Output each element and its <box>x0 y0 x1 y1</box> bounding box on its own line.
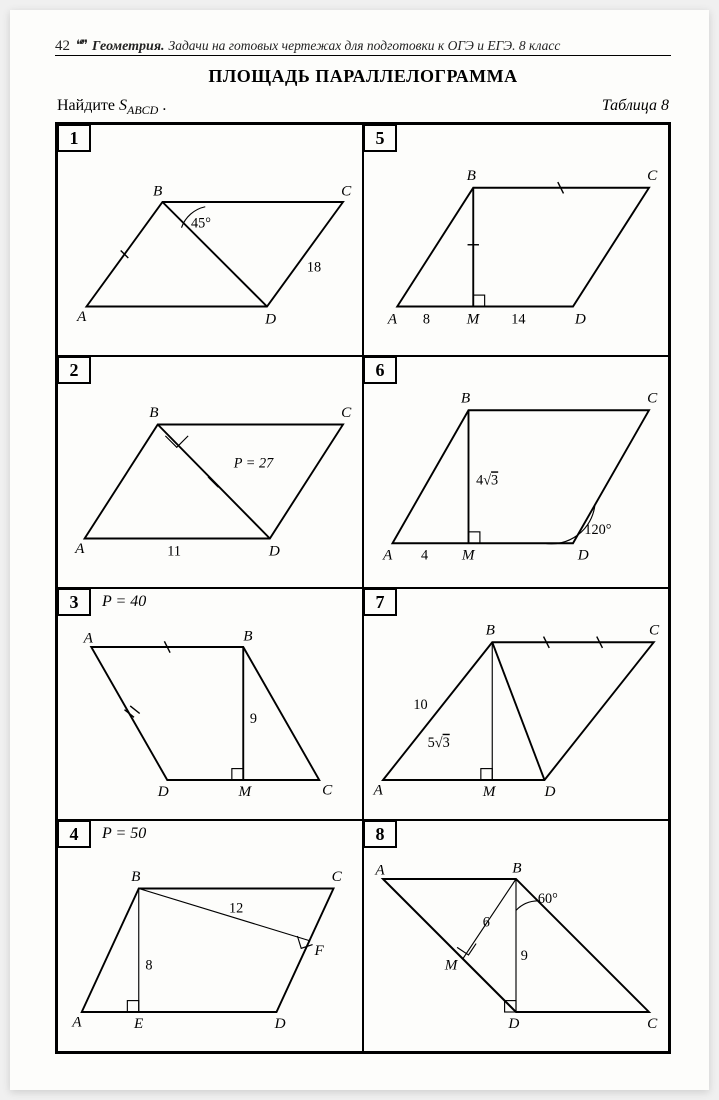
cell-number: 6 <box>363 356 397 384</box>
pt-B: B <box>131 868 140 885</box>
pt-A: A <box>382 547 393 564</box>
cell-1: 1 A B C D 45° 18 <box>57 124 363 356</box>
figure-8: A B C D M 6 9 60° <box>364 821 668 1051</box>
pt-D: D <box>274 1015 286 1032</box>
figure-6: A B C D M 4 120° 4√3 <box>364 357 668 587</box>
extra-P50: P = 50 <box>102 825 146 843</box>
pt-B: B <box>153 183 162 200</box>
angle-45: 45° <box>191 216 211 232</box>
cell-number: 5 <box>363 124 397 152</box>
pt-M: M <box>482 783 497 800</box>
cell-8: 8 A B C D M 6 9 60° <box>363 820 669 1052</box>
page-number: 42 <box>55 38 70 55</box>
side-18: 18 <box>307 260 321 276</box>
P27: P = 27 <box>233 455 274 471</box>
section-title: ПЛОЩАДЬ ПАРАЛЛЕЛОГРАММА <box>55 66 671 87</box>
cell-3: 3 P = 40 A B C D M 9 <box>57 588 363 820</box>
pt-D: D <box>544 783 556 800</box>
val-4: 4 <box>421 548 428 564</box>
pt-B: B <box>467 167 476 184</box>
pt-D: D <box>577 547 589 564</box>
figure-5: A B C D M 8 14 <box>364 125 668 355</box>
pt-M: M <box>238 783 253 800</box>
pt-B: B <box>486 622 495 639</box>
base-11: 11 <box>167 544 181 560</box>
cell-7: 7 A B C D M 10 5√3 <box>363 588 669 820</box>
pt-D: D <box>268 543 280 560</box>
pt-C: C <box>341 183 352 200</box>
nine: 9 <box>521 948 528 964</box>
side-10: 10 <box>413 697 427 713</box>
pt-D: D <box>574 311 586 328</box>
pt-C: C <box>647 1015 658 1032</box>
cell-5: 5 A B C D M 8 14 <box>363 124 669 356</box>
cell-4: 4 P = 50 A B C D E F 8 12 <box>57 820 363 1052</box>
table-label: Таблица 8 <box>602 97 669 118</box>
pt-F: F <box>314 942 325 959</box>
instruction: Найдите SABCD . <box>57 97 166 118</box>
pt-M: M <box>466 311 481 328</box>
pt-D: D <box>264 311 276 328</box>
page-header: 42 ❝❞ Геометрия. Задачи на готовых черте… <box>55 38 671 56</box>
instr-dot: . <box>158 97 166 114</box>
pt-A: A <box>74 540 85 557</box>
cell-number: 7 <box>363 588 397 616</box>
val-14: 14 <box>511 312 525 328</box>
cell-number: 3 <box>57 588 91 616</box>
instr-S: S <box>119 97 127 114</box>
figure-7: A B C D M 10 5√3 <box>364 589 668 819</box>
cell-number: 2 <box>57 356 91 384</box>
cell-2: 2 A B C D P = 27 11 <box>57 356 363 588</box>
pt-C: C <box>649 622 660 639</box>
pt-A: A <box>71 1013 82 1030</box>
cell-6: 6 A B C D M 4 120° 4√3 <box>363 356 669 588</box>
problem-grid: 1 A B C D 45° 18 5 <box>55 122 671 1054</box>
figure-1: A B C D 45° 18 <box>58 125 362 355</box>
instr-sub: ABCD <box>127 103 158 117</box>
angle-120: 120° <box>584 522 611 538</box>
pt-A: A <box>76 308 87 325</box>
pt-C: C <box>647 390 658 407</box>
cell-number: 4 <box>57 820 91 848</box>
header-marker: ❝❞ <box>76 37 86 53</box>
pt-C: C <box>332 868 343 885</box>
figure-4: A B C D E F 8 12 <box>58 821 362 1051</box>
pt-C: C <box>647 167 658 184</box>
pt-A: A <box>373 781 384 798</box>
cell-number: 1 <box>57 124 91 152</box>
six: 6 <box>483 915 490 931</box>
header-rest: Задачи на готовых чертежах для подготовк… <box>169 38 561 54</box>
pt-M: M <box>444 956 459 973</box>
pt-E: E <box>133 1015 144 1032</box>
pt-A: A <box>374 861 385 878</box>
pt-C: C <box>341 404 352 421</box>
h-8: 8 <box>145 957 152 973</box>
pt-B: B <box>461 390 470 407</box>
extra-P40: P = 40 <box>102 593 146 611</box>
pt-A: A <box>387 311 398 328</box>
diag-12: 12 <box>229 900 243 916</box>
h-9: 9 <box>250 711 257 727</box>
pt-A: A <box>83 629 94 646</box>
h-4r3: 4√3 <box>476 473 498 489</box>
instruction-row: Найдите SABCD . Таблица 8 <box>55 97 671 118</box>
instr-find: Найдите <box>57 97 119 114</box>
cell-number: 8 <box>363 820 397 848</box>
pt-D: D <box>157 783 169 800</box>
pt-D: D <box>507 1015 519 1032</box>
angle-60: 60° <box>538 891 558 907</box>
pt-M: M <box>461 547 476 564</box>
val-8: 8 <box>423 312 430 328</box>
pt-C: C <box>322 781 333 798</box>
page: 42 ❝❞ Геометрия. Задачи на готовых черте… <box>10 10 709 1090</box>
pt-B: B <box>149 404 158 421</box>
h-5r3: 5√3 <box>428 735 450 751</box>
figure-3: A B C D M 9 <box>58 589 362 819</box>
pt-B: B <box>512 860 521 877</box>
header-subject: Геометрия. <box>92 39 165 55</box>
pt-B: B <box>243 628 252 645</box>
figure-2: A B C D P = 27 11 <box>58 357 362 587</box>
